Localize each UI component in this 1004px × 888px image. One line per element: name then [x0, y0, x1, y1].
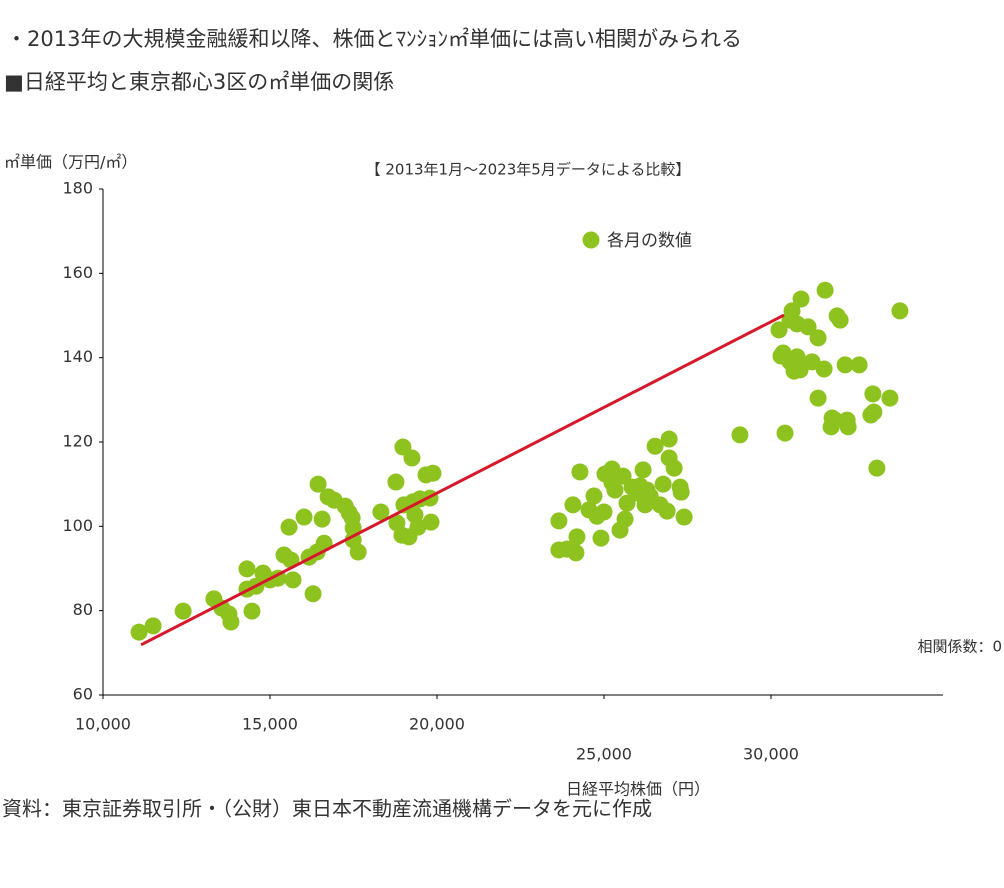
x-axis-label: 日経平均株価（円）: [566, 780, 710, 799]
point: [585, 487, 603, 505]
x-tick-label: 15,000: [242, 715, 298, 734]
point: [571, 463, 589, 481]
point: [424, 464, 442, 482]
point: [731, 426, 749, 444]
point: [791, 361, 809, 379]
x-tick-label: 25,000: [576, 745, 632, 764]
chart-heading: ■日経平均と東京都心3区の㎡単価の関係: [4, 70, 394, 94]
point: [295, 508, 313, 526]
point: [809, 389, 827, 407]
point: [658, 502, 676, 520]
point: [792, 290, 810, 308]
point: [349, 543, 367, 561]
point: [222, 613, 240, 631]
point: [592, 529, 610, 547]
point: [568, 528, 586, 546]
source: 資料：東京証券取引所・（公財）東日本不動産流通機構データを元に作成: [2, 797, 652, 821]
point: [238, 560, 256, 578]
point: [304, 585, 322, 603]
point: [826, 411, 844, 429]
point: [788, 348, 806, 366]
point: [403, 449, 421, 467]
trendline: [140, 313, 785, 647]
point: [891, 302, 909, 320]
y-tick-label: 80: [73, 600, 93, 619]
point: [309, 475, 327, 493]
point: [783, 302, 801, 320]
point: [672, 483, 690, 501]
y-tick-label: 160: [62, 263, 93, 282]
point: [634, 461, 652, 479]
point: [675, 508, 693, 526]
point: [831, 311, 849, 329]
y-tick-label: 60: [73, 685, 93, 704]
point: [836, 356, 854, 374]
point: [284, 571, 302, 589]
point: [665, 459, 683, 477]
point: [815, 360, 833, 378]
point: [387, 473, 405, 491]
point: [868, 459, 886, 477]
point: [606, 481, 624, 499]
y-axis-label: ㎡単価（万円/㎡）: [4, 153, 137, 172]
point: [646, 437, 664, 455]
point: [564, 496, 582, 514]
point: [422, 513, 440, 531]
point: [280, 518, 298, 536]
x-tick-label: 20,000: [409, 715, 465, 734]
point: [595, 503, 613, 521]
x-tick-label: 30,000: [743, 745, 799, 764]
point: [776, 424, 794, 442]
point: [809, 329, 827, 347]
annotation: 相関係数：0: [917, 638, 1002, 656]
point: [144, 617, 162, 635]
chart-title: 【 2013年1月～2023年5月データによる比較】: [366, 161, 691, 179]
point: [850, 356, 868, 374]
point: [816, 281, 834, 299]
point: [881, 389, 899, 407]
point: [770, 321, 788, 339]
legend-label: 各月の数値: [607, 231, 692, 251]
legend-marker: [582, 231, 600, 249]
headline: ・2013年の大規模金融緩和以降、株価とﾏﾝｼｮﾝ㎡単価には高い相関がみられる: [6, 27, 742, 51]
y-tick-label: 140: [62, 347, 93, 366]
point: [839, 418, 857, 436]
point: [799, 318, 817, 336]
point: [660, 430, 678, 448]
point: [567, 544, 585, 562]
point: [174, 602, 192, 620]
point: [864, 385, 882, 403]
point: [654, 475, 672, 493]
point: [372, 503, 390, 521]
point: [313, 510, 331, 528]
x-tick-label: 10,000: [75, 715, 131, 734]
y-tick-label: 180: [62, 179, 93, 198]
point: [862, 406, 880, 424]
point: [409, 518, 427, 536]
point: [616, 510, 634, 528]
y-tick-label: 120: [62, 432, 93, 451]
point: [243, 602, 261, 620]
point: [130, 623, 148, 641]
point: [550, 512, 568, 530]
y-tick-label: 100: [62, 516, 93, 535]
